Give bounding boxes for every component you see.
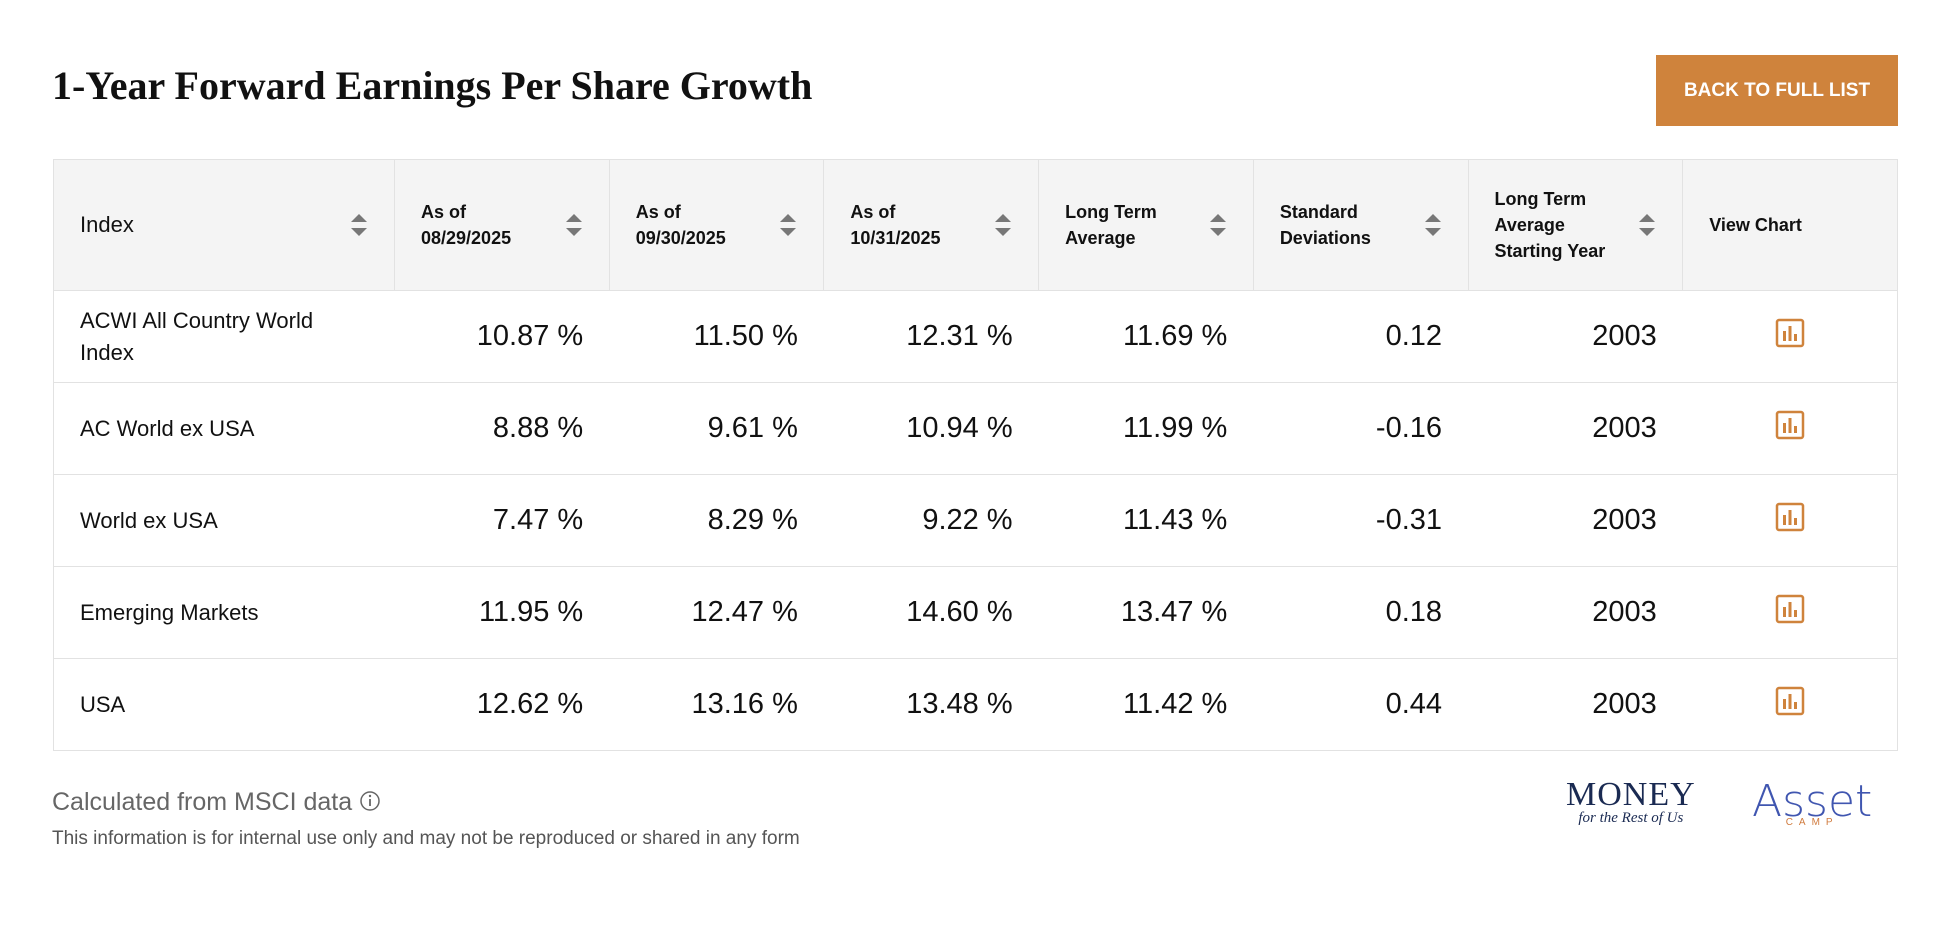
chart-icon[interactable] [1775, 318, 1805, 348]
sort-icon[interactable] [1424, 212, 1442, 238]
value-cell: 14.60 % [823, 566, 1039, 659]
value-cell: 0.12 [1253, 290, 1469, 383]
logo-text: MONEY [1566, 776, 1696, 813]
chart-icon[interactable] [1775, 594, 1805, 624]
chart-cell [1682, 382, 1898, 475]
table-row: ACWI All Country World Index 10.87 % 11.50… [53, 290, 1898, 383]
logo-tagline: CAMP [1785, 817, 1839, 828]
info-icon[interactable] [359, 790, 381, 812]
note: This information is for internal use onl… [52, 828, 800, 849]
value-cell: 0.44 [1253, 658, 1469, 751]
column-header: As of 10/31/2025 [823, 159, 1040, 291]
header-label: View Chart [1709, 215, 1802, 235]
source: Calculated from MSCI data [52, 788, 381, 817]
logo-tagline: for the Rest of Us [1578, 810, 1684, 826]
value-cell: 2003 [1468, 658, 1683, 751]
chart-cell [1682, 474, 1898, 567]
header-cell: View Chart [1709, 212, 1871, 238]
sort-icon[interactable] [1209, 212, 1227, 238]
value-cell: 0.18 [1253, 566, 1469, 659]
chart-cell [1682, 290, 1898, 383]
chart-icon[interactable] [1775, 686, 1805, 716]
header-label: Long Term Average Starting Year [1494, 189, 1606, 261]
table-row: Emerging Markets 11.95 % 12.47 % 14.60 % 13.… [53, 566, 1898, 659]
table-row: USA 12.62 % 13.16 % 13.48 % 11.42 % 0.44 2003 [53, 658, 1898, 751]
header-label: Long Term Average [1065, 202, 1157, 248]
money-logo: MONEY for the Rest of Us [1566, 776, 1696, 827]
header-row: Index As of 08/29/2025 As of 09/30/2025 As … [53, 159, 1898, 291]
value-cell: 2003 [1468, 566, 1683, 659]
index-name: World ex USA [53, 474, 395, 567]
value-cell: 8.88 % [394, 382, 610, 475]
chart-cell [1682, 658, 1898, 751]
value-cell: 11.50 % [609, 290, 824, 383]
header-cell: As of 10/31/2025 [850, 199, 1012, 251]
header-label: As of 09/30/2025 [635, 202, 726, 248]
source-text: Calculated from MSCI data [52, 788, 353, 816]
value-cell: 12.47 % [609, 566, 824, 659]
index-name: Emerging Markets [53, 566, 395, 659]
index-name: AC World ex USA [53, 382, 395, 475]
header-cell: Index [80, 212, 368, 238]
header-cell: As of 08/29/2025 [421, 199, 583, 251]
value-cell: 2003 [1468, 290, 1683, 383]
data-table: Index As of 08/29/2025 As of 09/30/2025 As … [53, 159, 1898, 751]
value-cell: 13.48 % [823, 658, 1039, 751]
chart-cell [1682, 566, 1898, 659]
sort-icon[interactable] [994, 212, 1012, 238]
value-cell: -0.31 [1253, 474, 1469, 567]
value-cell: 7.47 % [394, 474, 610, 567]
value-cell: 11.99 % [1038, 382, 1254, 475]
header-cell: Long Term Average Starting Year [1495, 186, 1657, 264]
header-cell: As of 09/30/2025 [636, 199, 798, 251]
sort-icon[interactable] [350, 212, 368, 238]
asset-logo: Asset CAMP [1752, 776, 1872, 828]
header-cell: Standard Deviations [1280, 199, 1442, 251]
chart-icon[interactable] [1775, 502, 1805, 532]
table-row: AC World ex USA 8.88 % 9.61 % 10.94 % 11.99 … [53, 382, 1898, 475]
value-cell: 11.69 % [1038, 290, 1254, 383]
value-cell: 8.29 % [609, 474, 824, 567]
value-cell: 11.42 % [1038, 658, 1254, 751]
value-cell: 13.47 % [1038, 566, 1254, 659]
column-header: View Chart [1682, 159, 1898, 291]
column-header: Index [53, 159, 395, 291]
index-name: ACWI All Country World Index [53, 290, 395, 383]
value-cell: 11.43 % [1038, 474, 1254, 567]
value-cell: 10.94 % [823, 382, 1039, 475]
value-cell: -0.16 [1253, 382, 1469, 475]
value-cell: 12.62 % [394, 658, 610, 751]
header-label: As of 10/31/2025 [850, 202, 941, 248]
value-cell: 10.87 % [394, 290, 610, 383]
sort-icon[interactable] [1638, 212, 1656, 238]
page-title: 1-Year Forward Earnings Per Share Growth [52, 63, 813, 108]
logo-text: Asset [1752, 776, 1873, 827]
column-header: Standard Deviations [1252, 159, 1469, 291]
sort-icon[interactable] [779, 212, 797, 238]
header-label: As of 08/29/2025 [421, 202, 512, 248]
value-cell: 9.61 % [609, 382, 824, 475]
column-header: As of 09/30/2025 [608, 159, 825, 291]
index-name: USA [53, 658, 395, 751]
value-cell: 11.95 % [394, 566, 610, 659]
column-header: Long Term Average Starting Year [1467, 159, 1684, 291]
column-header: Long Term Average [1038, 159, 1254, 291]
value-cell: 9.22 % [823, 474, 1039, 567]
value-cell: 2003 [1468, 474, 1683, 567]
value-cell: 2003 [1468, 382, 1683, 475]
header-label: Standard Deviations [1279, 202, 1371, 248]
header-cell: Long Term Average [1065, 199, 1227, 251]
back-button[interactable]: BACK TO FULL LIST [1656, 55, 1898, 126]
column-header: As of 08/29/2025 [394, 159, 610, 291]
value-cell: 13.16 % [609, 658, 824, 751]
value-cell: 12.31 % [823, 290, 1039, 383]
chart-icon[interactable] [1775, 410, 1805, 440]
header-label: Index [80, 212, 134, 237]
table-body: ACWI All Country World Index 10.87 % 11.50… [53, 290, 1898, 751]
sort-icon[interactable] [565, 212, 583, 238]
table-row: World ex USA 7.47 % 8.29 % 9.22 % 11.43 % -0.… [53, 474, 1898, 567]
